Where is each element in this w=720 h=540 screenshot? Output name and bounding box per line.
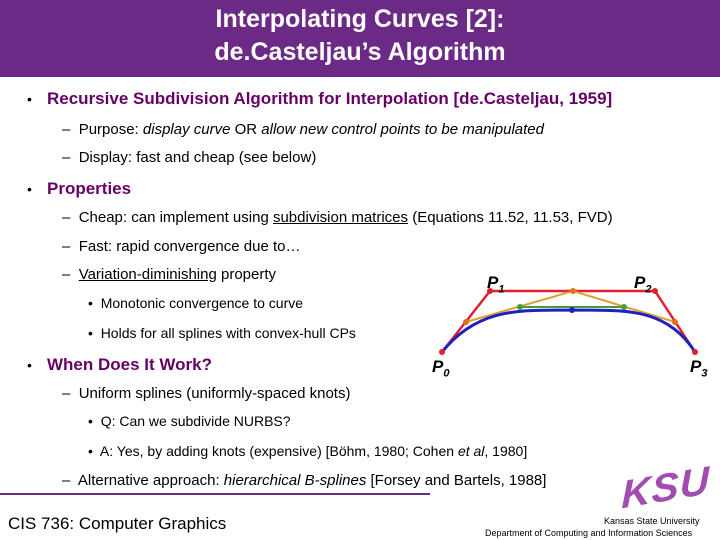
text-fragment: OR <box>230 121 262 138</box>
text-fragment-italic: allow new control points to be manipulat… <box>261 121 544 138</box>
variation-diminishing-link[interactable]: Variation-diminishing <box>78 266 217 283</box>
text-fragment: A: Yes, by adding knots (expensive) [Böh… <box>99 443 458 459</box>
text-fragment: Holds for all splines with convex-hull C… <box>100 325 356 341</box>
bullet-3-sub-1-item-2: • A: Yes, by adding knots (expensive) [B… <box>88 443 528 459</box>
bullet-3-sub-2: – Alternative approach: hierarchical B-s… <box>62 472 547 489</box>
title-line-2: de.Casteljau’s Algorithm <box>214 38 506 66</box>
label-text: P <box>690 357 702 376</box>
bullet-2-sub-3-item-2: • Holds for all splines with convex-hull… <box>88 325 356 341</box>
text-fragment-italic: display curve <box>142 121 231 138</box>
label-subscript: 0 <box>443 367 450 380</box>
text-fragment: Display: fast and cheap (see below) <box>78 149 317 166</box>
text-fragment-italic: et al <box>457 443 485 459</box>
bullet-2-text: Properties <box>47 179 132 198</box>
course-title: CIS 736: Computer Graphics <box>8 514 227 533</box>
text-fragment: Purpose: <box>78 121 143 138</box>
subdivision-matrices-link[interactable]: subdivision matrices <box>272 209 409 226</box>
label-subscript: 1 <box>498 283 505 296</box>
label-p0: P0 <box>432 357 449 379</box>
bullet-2-sub-3-item-1: • Monotonic convergence to curve <box>88 295 304 311</box>
text-fragment: Fast: rapid convergence due to… <box>78 238 301 255</box>
midpoint-level-1-c <box>672 319 678 325</box>
bullet-2-sub-2: – Fast: rapid convergence due to… <box>62 238 301 255</box>
text-fragment: (Equations 11.52, 11.53, FVD) <box>408 209 613 226</box>
title-bar: Interpolating Curves [2]: de.Casteljau’s… <box>0 0 720 77</box>
curve-midpoint <box>569 307 575 313</box>
bullet-1-text: Recursive Subdivision Algorithm for Inte… <box>47 89 613 108</box>
label-subscript: 2 <box>645 283 652 296</box>
bullet-2-sub-1: – Cheap: can implement using subdivision… <box>62 209 613 226</box>
label-subscript: 3 <box>701 367 708 380</box>
label-p3: P3 <box>690 357 707 379</box>
slide-title: Interpolating Curves [2]: de.Casteljau’s… <box>0 3 720 69</box>
control-point-p0 <box>439 349 445 355</box>
midpoint-level-2-b <box>621 304 627 310</box>
midpoint-level-1-b <box>570 288 576 294</box>
label-text: P <box>634 273 646 292</box>
midpoint-level-2-a <box>517 304 523 310</box>
footer-divider <box>0 493 430 495</box>
text-fragment: Q: Can we subdivide NURBS? <box>100 413 291 429</box>
control-point-p3 <box>692 349 698 355</box>
label-p2: P2 <box>634 273 651 295</box>
bullet-2-sub-3: – Variation-diminishing property <box>62 266 277 283</box>
label-text: P <box>432 357 444 376</box>
text-fragment: Monotonic convergence to curve <box>100 295 304 311</box>
bullet-3-sub-1-item-1: • Q: Can we subdivide NURBS? <box>88 413 291 429</box>
bullet-dot-icon: • <box>27 181 32 197</box>
label-text: P <box>487 273 499 292</box>
bullet-dot-icon: • <box>27 91 32 107</box>
text-fragment: Cheap: can implement using <box>78 209 273 226</box>
text-fragment-italic: hierarchical B-splines <box>223 472 367 489</box>
text-fragment: [Forsey and Bartels, 1988] <box>366 472 547 489</box>
text-fragment: property <box>216 266 277 283</box>
bullet-1-sub-1: – Purpose: display curve OR allow new co… <box>62 121 544 138</box>
department-name: Department of Computing and Information … <box>485 528 693 538</box>
midpoint-level-1-a <box>463 319 469 325</box>
text-fragment: , 1980] <box>484 443 528 459</box>
bullet-1-sub-2: – Display: fast and cheap (see below) <box>62 149 317 166</box>
label-p1: P1 <box>487 273 504 295</box>
bullet-dot-icon: • <box>27 357 32 373</box>
text-fragment: Uniform splines (uniformly-spaced knots) <box>78 385 351 402</box>
title-line-1: Interpolating Curves [2]: <box>215 5 505 33</box>
text-fragment: Alternative approach: <box>77 472 224 489</box>
bullet-3-text: When Does It Work? <box>47 355 212 374</box>
control-point-p2 <box>652 288 658 294</box>
bullet-3-sub-1: – Uniform splines (uniformly-spaced knot… <box>62 385 351 402</box>
university-name: Kansas State University <box>604 516 700 526</box>
control-point-p1 <box>487 288 493 294</box>
